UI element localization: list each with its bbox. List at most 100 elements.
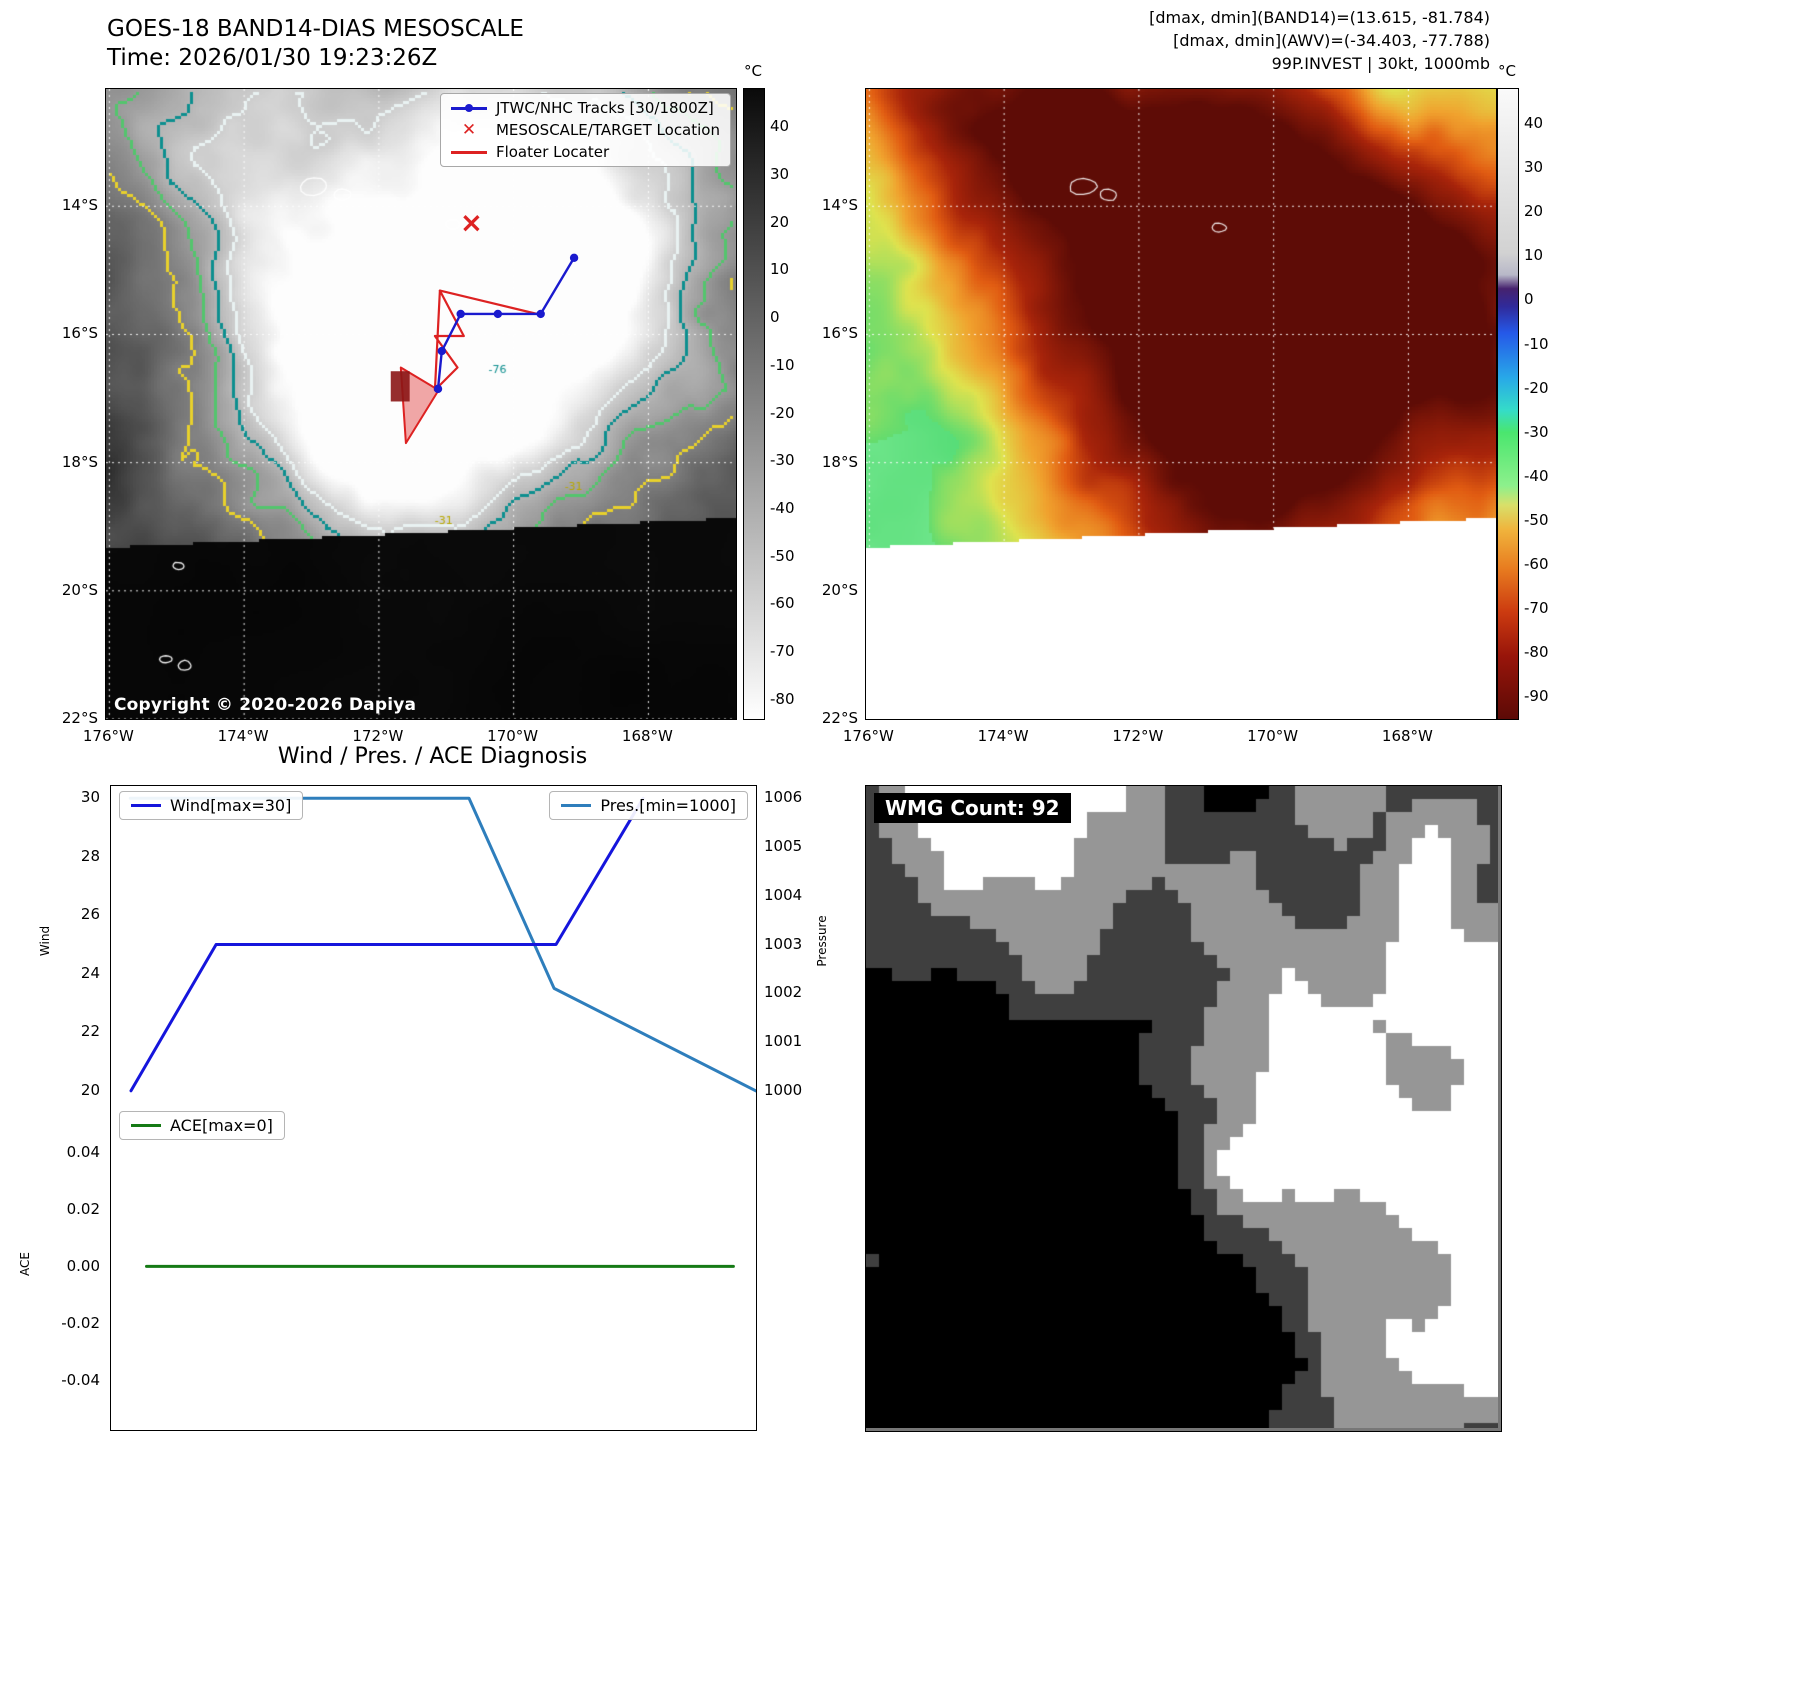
tick-label: -10	[770, 355, 795, 374]
tick-label: 30	[1524, 158, 1544, 177]
ace-legend-label: ACE[max=0]	[170, 1116, 273, 1135]
tick-label: 176°W	[82, 727, 134, 745]
ace-line-icon	[131, 1124, 161, 1127]
tick-label: 26	[80, 905, 100, 924]
tick-label: 18°S	[821, 452, 858, 471]
band14-map-legend: JTWC/NHC Tracks [30/1800Z] ✕ MESOSCALE/T…	[439, 93, 731, 167]
awv-header-awv-range: [dmax, dmin](AWV)=(-34.403, -77.788)	[1173, 31, 1490, 50]
wind-legend: Wind[max=30]	[119, 791, 304, 820]
tick-label: 1004	[764, 885, 803, 904]
tick-label: 22°S	[821, 709, 858, 727]
floater-line-icon	[450, 146, 487, 158]
copyright-text: Copyright © 2020-2026 Dapiya	[114, 695, 417, 715]
tick-label: 40	[1524, 114, 1544, 133]
tick-label: -20	[770, 403, 795, 422]
legend-row-tracks: JTWC/NHC Tracks [30/1800Z]	[450, 99, 720, 117]
tick-label: 0.00	[66, 1257, 100, 1276]
tick-label: 1000	[764, 1080, 803, 1099]
tick-label: 20	[1524, 202, 1544, 221]
tick-label: 20	[80, 1080, 100, 1099]
tick-label: -30	[1524, 422, 1549, 441]
legend-label-target: MESOSCALE/TARGET Location	[495, 121, 720, 139]
wind-pressure-chart: Wind[max=30] Pres.[min=1000]	[110, 785, 757, 1107]
tick-label: 24	[80, 963, 100, 982]
tick-label: 0.02	[66, 1200, 100, 1219]
awv-satellite-image	[866, 89, 1496, 719]
wmg-panel: WMG Count: 92	[865, 785, 1502, 1432]
tick-label: 1002	[764, 983, 803, 1002]
tick-label: -80	[770, 689, 795, 708]
wmg-count-badge: WMG Count: 92	[874, 793, 1071, 823]
tick-label: 20°S	[61, 580, 98, 599]
awv-header-band14-range: [dmax, dmin](BAND14)=(13.615, -81.784)	[1149, 8, 1490, 27]
tick-label: -90	[1524, 686, 1549, 705]
awv-map-panel	[865, 88, 1497, 720]
band14-colorbar	[743, 88, 765, 720]
tick-label: 174°W	[977, 727, 1029, 745]
tick-label: 30	[770, 164, 790, 183]
tick-label: 170°W	[1247, 727, 1299, 745]
wmg-pixel-image	[866, 786, 1498, 1428]
tick-label: -50	[1524, 510, 1549, 529]
tick-label: 174°W	[217, 727, 269, 745]
ace-legend: ACE[max=0]	[119, 1111, 285, 1140]
tick-label: 0	[1524, 290, 1534, 309]
tick-label: 20	[770, 212, 790, 231]
tick-label: 1006	[764, 788, 803, 807]
tick-label: 10	[770, 260, 790, 279]
tick-label: -0.04	[61, 1371, 100, 1390]
legend-label-tracks: JTWC/NHC Tracks [30/1800Z]	[495, 99, 714, 117]
tick-label: 1005	[764, 836, 803, 855]
awv-colorbar	[1497, 88, 1519, 720]
awv-header: [dmax, dmin](BAND14)=(13.615, -81.784) […	[1000, 6, 1490, 75]
wind-line-icon	[131, 804, 161, 807]
diagnosis-title: Wind / Pres. / ACE Diagnosis	[277, 744, 588, 769]
tick-label: 22	[80, 1022, 100, 1041]
tick-label: 20°S	[821, 580, 858, 599]
tick-label: -0.02	[61, 1314, 100, 1333]
pressure-axis-label: Pressure	[815, 915, 829, 967]
band14-colorbar-unit: °C	[744, 62, 762, 80]
awv-header-invest-info: 99P.INVEST | 30kt, 1000mb	[1271, 54, 1490, 73]
tick-label: -60	[770, 594, 795, 613]
tick-label: 16°S	[821, 324, 858, 343]
tick-label: -80	[1524, 642, 1549, 661]
ace-plot	[145, 1264, 735, 1268]
tick-label: 172°W	[352, 727, 404, 745]
tick-label: 168°W	[1381, 727, 1433, 745]
tick-label: 168°W	[621, 727, 673, 745]
track-line-dot-icon	[450, 102, 487, 114]
wind-legend-label: Wind[max=30]	[170, 796, 292, 815]
tick-label: 22°S	[61, 709, 98, 727]
tick-label: 10	[1524, 246, 1544, 265]
tick-label: 172°W	[1112, 727, 1164, 745]
band14-map-panel: JTWC/NHC Tracks [30/1800Z] ✕ MESOSCALE/T…	[105, 88, 737, 720]
legend-row-floater: Floater Locater	[450, 143, 720, 161]
pressure-line-icon	[561, 804, 592, 807]
pressure-legend-label: Pres.[min=1000]	[600, 796, 736, 815]
tick-label: -10	[1524, 334, 1549, 353]
tick-label: 170°W	[487, 727, 539, 745]
awv-colorbar-unit: °C	[1498, 62, 1516, 80]
tick-label: 18°S	[61, 452, 98, 471]
tick-label: 16°S	[61, 324, 98, 343]
wind-pressure-plot	[128, 796, 756, 1093]
tick-label: 40	[770, 117, 790, 136]
tick-label: 28	[80, 846, 100, 865]
target-x-icon: ✕	[461, 120, 477, 140]
ace-chart: ACE[max=0]	[110, 1105, 757, 1431]
tick-label: 30	[80, 788, 100, 807]
tick-label: -40	[770, 499, 795, 517]
tick-label: -20	[1524, 378, 1549, 397]
band14-satellite-image	[106, 89, 736, 719]
tick-label: -40	[1524, 466, 1549, 485]
tick-label: 1003	[764, 934, 803, 953]
tick-label: -70	[770, 642, 795, 661]
tick-label: 0	[770, 308, 780, 327]
legend-row-target: ✕ MESOSCALE/TARGET Location	[451, 121, 720, 139]
pressure-legend: Pres.[min=1000]	[549, 791, 748, 820]
tick-label: -60	[1524, 554, 1549, 573]
tick-label: 1001	[764, 1032, 803, 1051]
band14-title: GOES-18 BAND14-DIAS MESOSCALE	[107, 16, 524, 42]
